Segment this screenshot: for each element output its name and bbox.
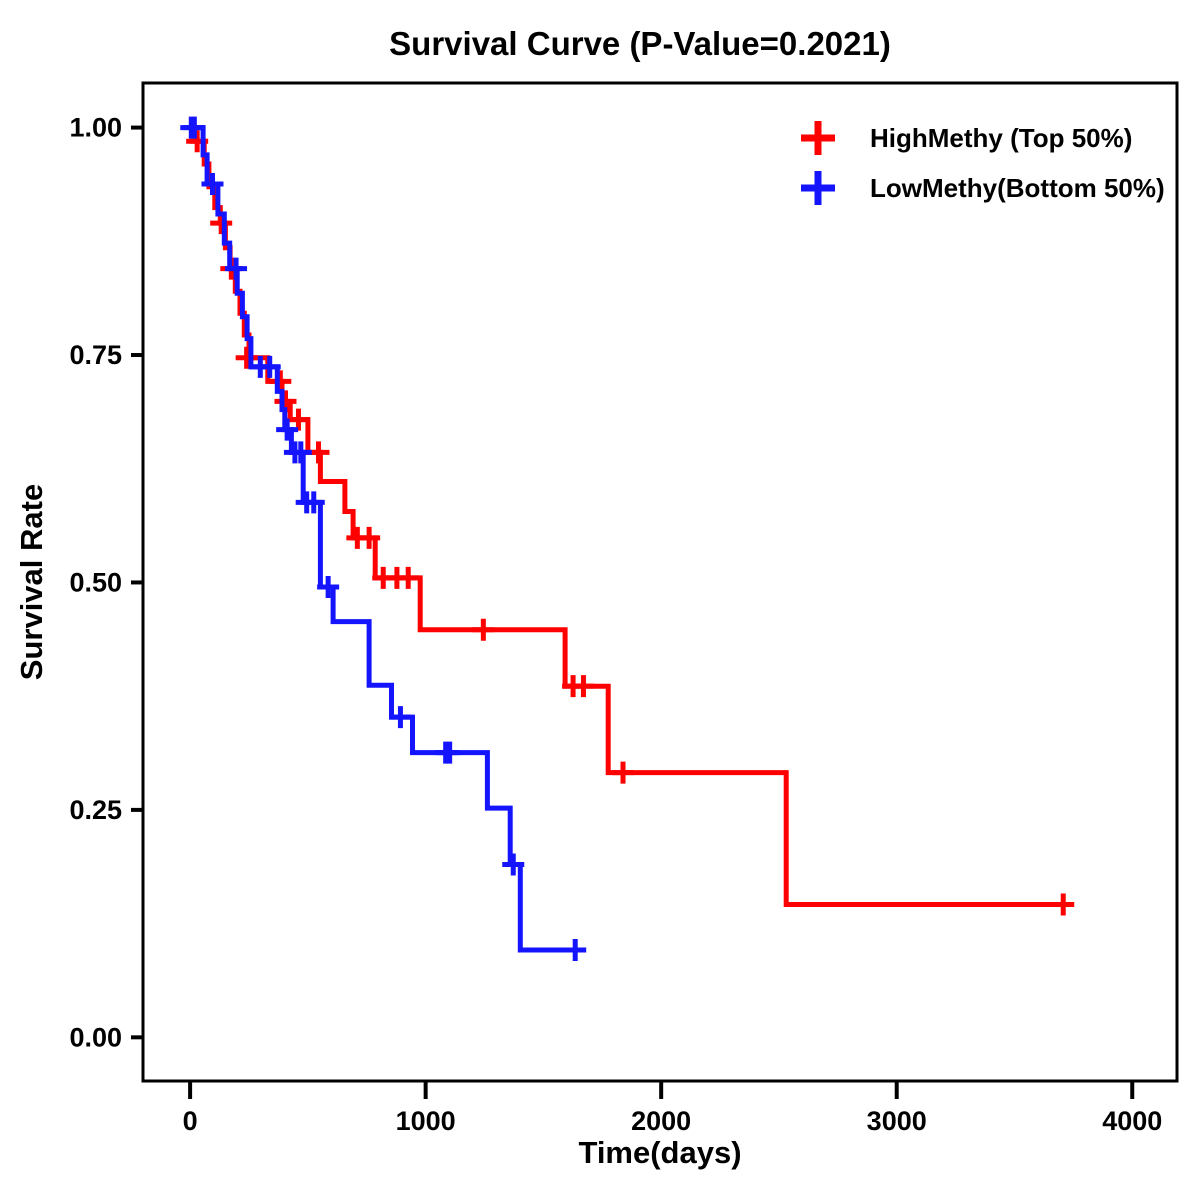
y-tick-label: 0.75 [69, 340, 122, 370]
censor-mark [276, 418, 299, 441]
censor-mark [612, 761, 635, 784]
x-axis-label: Time(days) [578, 1135, 741, 1170]
y-axis-ticks: 0.00 0.25 0.50 0.75 1.00 [69, 113, 143, 1052]
y-tick-label: 0.25 [69, 795, 122, 825]
survival-step-curve [190, 125, 580, 953]
plot-area-border [141, 81, 1179, 1083]
legend-marker-highmethy [801, 121, 835, 155]
censor-mark [269, 370, 292, 393]
chart-title: Survival Curve (P-Value=0.2021) [389, 25, 891, 62]
censor-mark [258, 355, 281, 378]
censor-mark [472, 618, 495, 641]
censor-mark [183, 116, 206, 139]
censor-mark [225, 257, 248, 280]
censor-mark [389, 706, 412, 729]
x-tick-label: 1000 [396, 1106, 456, 1136]
x-tick-label: 0 [183, 1106, 198, 1136]
legend: HighMethy (Top 50%) LowMethy(Bottom 50%) [801, 121, 1165, 205]
y-tick-label: 0.00 [69, 1022, 122, 1052]
censor-mark [287, 408, 310, 431]
censor-mark [201, 172, 224, 195]
censor-mark [564, 938, 587, 961]
censor-mark [502, 853, 525, 876]
censor-mark [317, 576, 340, 599]
censor-mark [397, 566, 420, 589]
censor-mark [235, 346, 258, 369]
censor-mark [289, 441, 312, 464]
legend-marker-lowmethy [801, 171, 835, 205]
censor-mark [572, 675, 595, 698]
y-tick-label: 0.50 [69, 567, 122, 597]
censor-mark [358, 526, 381, 549]
x-tick-label: 3000 [867, 1106, 927, 1136]
y-axis-label: Survival Rate [14, 484, 49, 680]
survival-curves [180, 116, 1075, 961]
y-tick-label: 1.00 [69, 113, 122, 143]
legend-label-lowmethy: LowMethy(Bottom 50%) [870, 173, 1165, 203]
x-tick-label: 2000 [631, 1106, 691, 1136]
x-axis-ticks: 0 1000 2000 3000 4000 [183, 1081, 1162, 1136]
x-tick-label: 4000 [1102, 1106, 1162, 1136]
censor-mark [1052, 893, 1075, 916]
series-lowmethy-bottom-50- [180, 116, 587, 961]
legend-label-highmethy: HighMethy (Top 50%) [870, 123, 1132, 153]
censor-mark [438, 741, 461, 764]
censor-mark [302, 491, 325, 514]
